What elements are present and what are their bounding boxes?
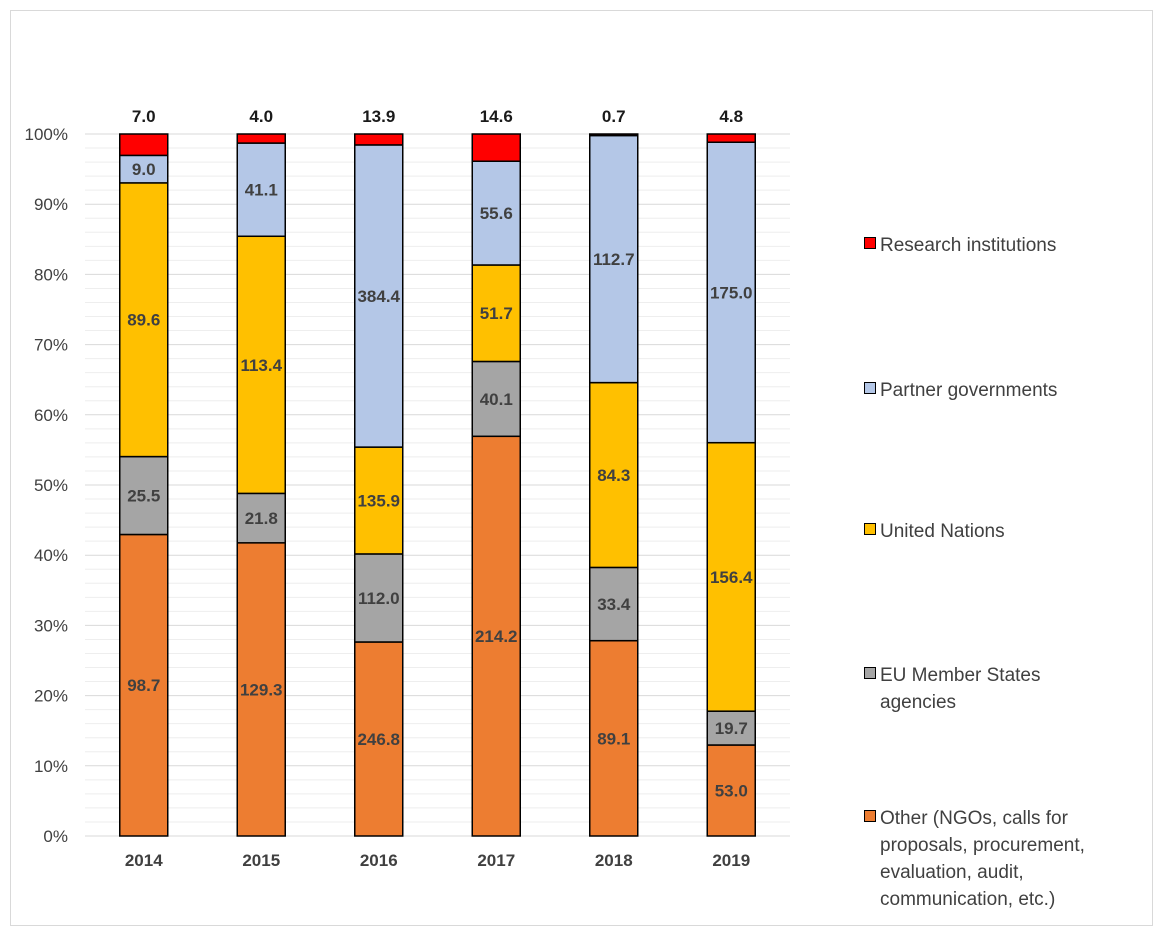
total-top-label: 14.6 [480,107,513,126]
segment-value-label: 384.4 [357,287,400,306]
legend-item-research-institutions: Research institutions [864,232,1124,259]
bar-segment [119,182,169,458]
bar-segment [354,553,404,643]
bar-segment [471,360,521,438]
legend-label: Research institutions [880,235,1057,256]
y-tick-label: 60% [34,406,68,425]
legend-swatch [864,237,876,249]
legend-swatch [864,523,876,535]
segment-value-label: 135.9 [357,492,400,511]
x-category-label: 2016 [360,851,398,870]
legend-item-partner-governments: Partner governments [864,377,1124,404]
segment-value-label: 19.7 [715,719,748,738]
bar-segment [706,744,756,837]
y-tick-label: 20% [34,687,68,706]
segment-value-label: 51.7 [480,304,513,323]
total-top-label: 0.7 [602,107,626,126]
x-category-label: 2015 [242,851,280,870]
bar-segment [589,133,639,137]
legend-label: United Nations [880,521,1005,542]
legend-swatch [864,382,876,394]
total-top-label: 4.8 [719,107,743,126]
bar-segment [706,441,756,712]
segment-value-label: 175.0 [710,283,753,302]
legend-item-eu-member-states-agencies: EU Member States agencies [864,662,1094,716]
bar-segment [119,133,169,157]
legend-item-united-nations: United Nations [864,518,1124,545]
segment-value-label: 41.1 [245,181,278,200]
total-top-label: 13.9 [362,107,395,126]
x-category-label: 2014 [125,851,163,870]
y-tick-label: 100% [25,125,68,144]
y-tick-label: 90% [34,195,68,214]
segment-value-label: 113.4 [240,356,282,375]
chart-frame [10,10,1153,926]
segment-value-label: 112.7 [593,250,635,269]
segment-value-label: 21.8 [245,509,278,528]
segment-value-label: 55.6 [480,204,513,223]
bar-segment [471,160,521,266]
total-top-label: 4.0 [249,107,273,126]
segment-value-label: 112.0 [358,589,400,608]
legend-label: Other (NGOs, calls for proposals, procur… [880,808,1085,910]
bar-segment [589,381,639,569]
bar-segment [119,533,169,837]
total-top-label: 7.0 [132,107,156,126]
bar-segment [354,446,404,555]
bar-segment [706,710,756,746]
segment-value-label: 25.5 [127,487,160,506]
segment-value-label: 156.4 [710,568,753,587]
bar-segment [354,133,404,146]
segment-value-label: 33.4 [597,595,631,614]
bar-segment [706,141,756,444]
legend-label: Partner governments [880,380,1058,401]
bar-segment [706,133,756,143]
segment-value-label: 214.2 [475,627,518,646]
segment-value-label: 9.0 [132,160,156,179]
x-axis: 2014 2015 2016 2017 2018 2019 [125,851,750,870]
segment-value-label: 98.7 [127,676,160,695]
bar-segment [236,542,286,837]
y-tick-label: 40% [34,546,68,565]
bars-layer: 98.7 25.5 89.6 9.0 7.0 129.3 21.8 113.4 41.1 4.0 2… [119,107,756,837]
segment-value-label: 246.8 [357,730,400,749]
x-category-label: 2018 [595,851,633,870]
bar-segment [354,641,404,837]
y-axis: 0% 10% 20% 30% 40% 50% 60% 70% 80% 90% 100% [25,125,68,846]
legend-item-other: Other (NGOs, calls for proposals, procur… [864,805,1122,913]
y-tick-label: 0% [43,827,68,846]
segment-value-label: 40.1 [480,390,513,409]
legend-label: EU Member States agencies [880,665,1041,713]
y-tick-label: 30% [34,616,68,635]
bar-segment [471,133,521,162]
bar-segment [589,134,639,384]
legend-swatch [864,810,876,822]
segment-value-label: 84.3 [597,466,630,485]
grid-layer [85,133,790,837]
x-category-label: 2019 [712,851,750,870]
bar-segment [236,235,286,495]
x-category-label: 2017 [477,851,515,870]
segment-value-label: 89.6 [127,311,160,330]
y-tick-label: 70% [34,336,68,355]
segment-value-label: 129.3 [240,680,283,699]
bar-segment [236,142,286,238]
bar-segment [236,133,286,144]
segment-value-label: 89.1 [597,729,630,748]
y-tick-label: 50% [34,476,68,495]
legend-swatch [864,667,876,679]
segment-value-label: 53.0 [715,782,748,801]
chart-legend: Research institutions Partner government… [864,0,1154,928]
y-tick-label: 80% [34,265,68,284]
y-tick-label: 10% [34,757,68,776]
bar-segment [354,144,404,448]
